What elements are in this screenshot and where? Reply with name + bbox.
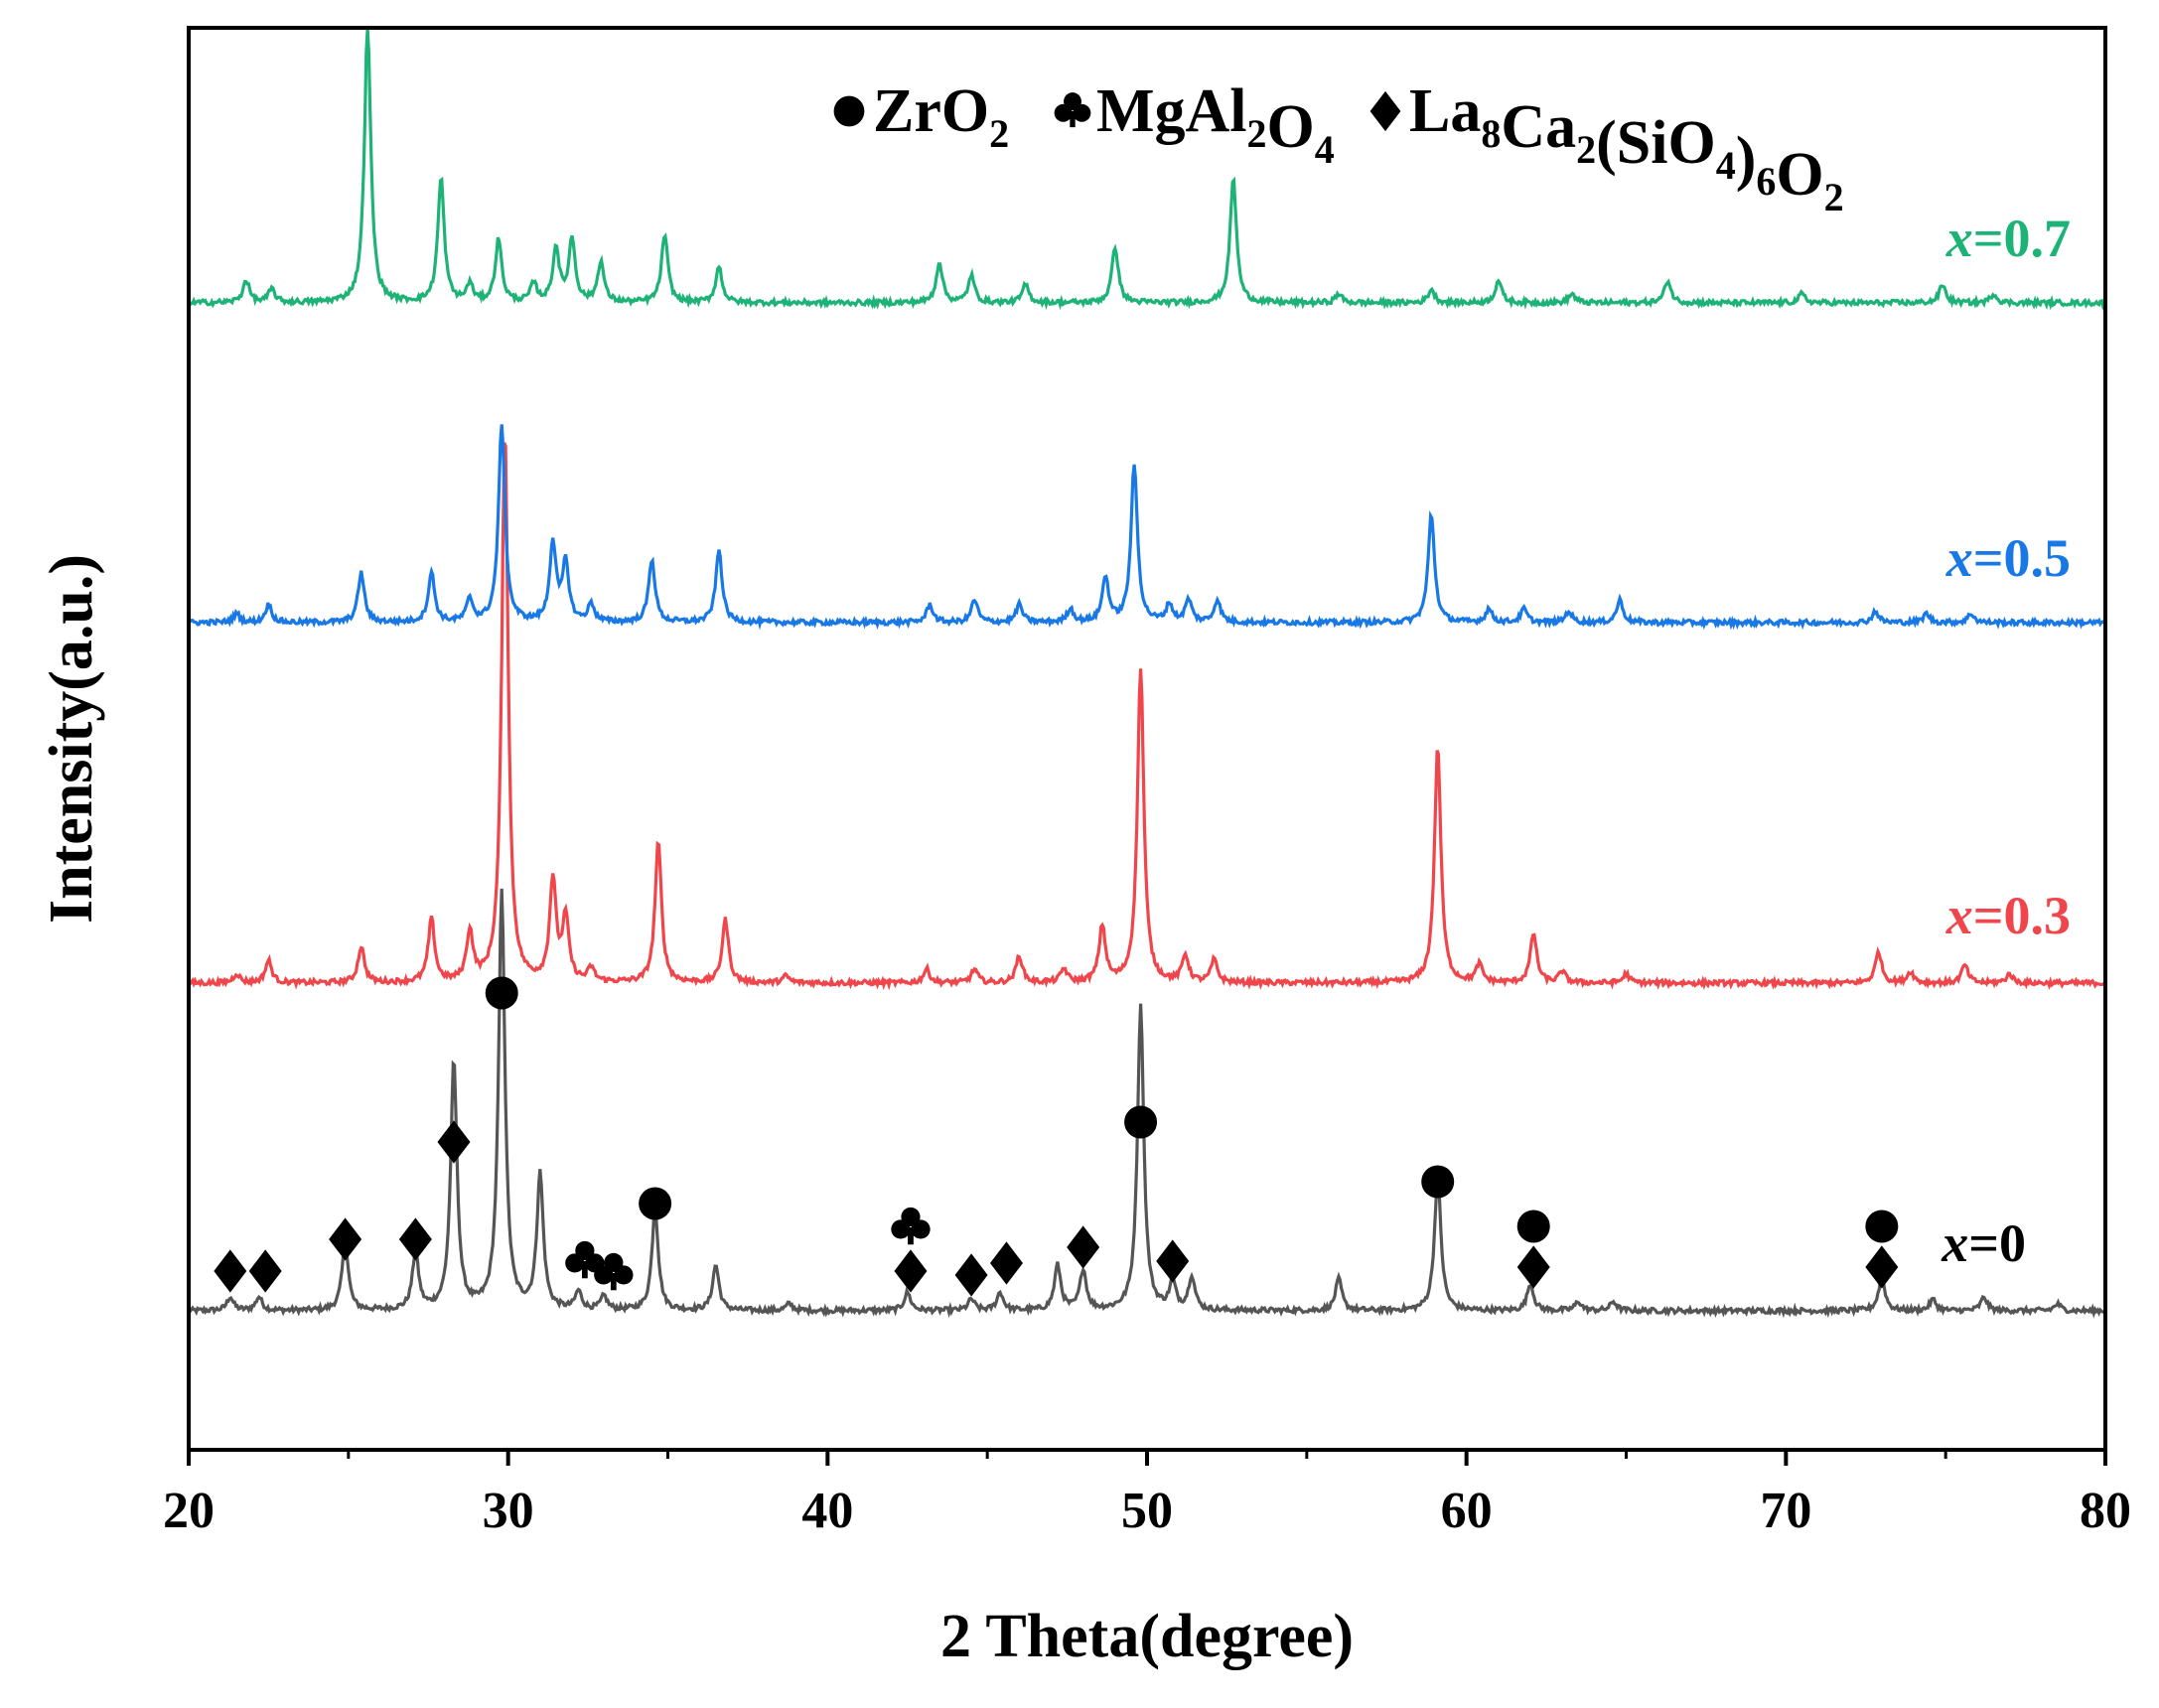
x-axis-ticks: 20 30 40 50 60 70 80 xyxy=(163,1450,2131,1539)
la8ca2-sio4-marker xyxy=(954,1253,988,1297)
la8ca2-sio4-marker xyxy=(1369,90,1401,132)
x-tick-label: 60 xyxy=(1441,1483,1493,1539)
la8ca2-sio4-marker xyxy=(989,1241,1023,1285)
la8ca2-sio4-marker xyxy=(248,1249,282,1293)
la8ca2-sio4-marker xyxy=(1067,1225,1100,1269)
series-line-1 xyxy=(187,442,2106,991)
x-axis-label: 2 Theta(degree) xyxy=(940,1603,1354,1670)
series-label: x=0.3 xyxy=(1945,886,2071,945)
series-line-3 xyxy=(187,29,2107,311)
mgal2o4-marker xyxy=(891,1207,931,1245)
la8ca2-sio4-marker xyxy=(1516,1245,1550,1289)
zro2-marker xyxy=(1421,1165,1455,1199)
legend-label: La8Ca2(SiO4)6O2 xyxy=(1409,77,1844,219)
zro2-marker xyxy=(1516,1210,1550,1243)
zro2-marker xyxy=(485,976,518,1010)
phase-markers xyxy=(214,976,1899,1297)
series-labels: x=0 x=0.3 x=0.5 x=0.7 xyxy=(1941,209,2071,1273)
zro2-marker xyxy=(833,95,865,127)
zro2-marker xyxy=(1124,1105,1158,1139)
la8ca2-sio4-marker xyxy=(1156,1239,1190,1283)
series-line-2 xyxy=(187,424,2107,631)
legend: ZrO2 MgAl2O4 La8Ca2(SiO4)6O2 xyxy=(833,77,1844,219)
x-tick-label: 40 xyxy=(801,1483,853,1539)
la8ca2-sio4-marker xyxy=(437,1120,471,1164)
zro2-marker xyxy=(1865,1210,1899,1243)
la8ca2-sio4-marker xyxy=(398,1217,432,1261)
la8ca2-sio4-marker xyxy=(214,1249,247,1293)
la8ca2-sio4-marker xyxy=(894,1249,928,1293)
legend-label: MgAl2O4 xyxy=(1096,77,1335,172)
mgal2o4-marker xyxy=(1054,92,1091,128)
series-label: x=0.5 xyxy=(1945,528,2071,588)
series-label: x=0.7 xyxy=(1945,209,2071,268)
x-tick-label: 20 xyxy=(163,1483,215,1539)
xrd-traces xyxy=(187,29,2107,1319)
x-tick-label: 70 xyxy=(1760,1483,1811,1539)
la8ca2-sio4-marker xyxy=(1865,1245,1899,1289)
x-tick-label: 50 xyxy=(1121,1483,1173,1539)
la8ca2-sio4-marker xyxy=(329,1217,362,1261)
zro2-marker xyxy=(639,1187,672,1220)
legend-label: ZrO2 xyxy=(873,77,1009,156)
series-label: x=0 xyxy=(1941,1213,2026,1273)
x-tick-label: 30 xyxy=(483,1483,534,1539)
mgal2o4-marker xyxy=(594,1252,634,1291)
y-axis-label: Intensity(a.u.) xyxy=(38,554,105,924)
x-tick-label: 80 xyxy=(2080,1483,2131,1539)
series-line-0 xyxy=(187,888,2106,1319)
